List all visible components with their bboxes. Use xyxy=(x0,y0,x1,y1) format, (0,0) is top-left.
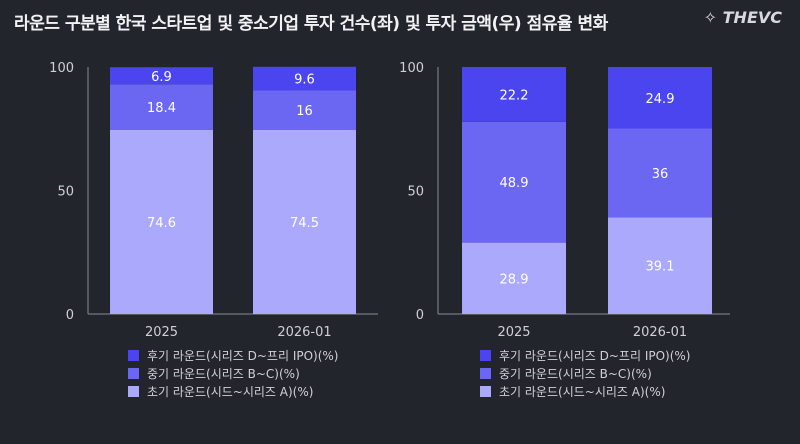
data-label: 39.1 xyxy=(646,260,675,275)
data-label: 18.4 xyxy=(147,101,176,116)
legend-swatch xyxy=(480,349,491,361)
thevc-logo: ✧ THEVC xyxy=(703,8,782,27)
legend-left: 후기 라운드(시리즈 D~프리 IPO)(%) 중기 라운드(시리즈 B~C)(%… xyxy=(128,346,339,400)
legend-swatch xyxy=(128,349,139,361)
legend-label: 초기 라운드(시드~시리즈 A)(%) xyxy=(499,384,666,399)
data-label: 24.9 xyxy=(646,92,675,107)
legend-right: 후기 라운드(시리즈 D~프리 IPO)(%) 중기 라운드(시리즈 B~C)(%… xyxy=(480,346,691,400)
bar-segment xyxy=(608,217,712,314)
chart-title: 라운드 구분별 한국 스타트업 및 중소기업 투자 건수(좌) 및 투자 금액(… xyxy=(14,14,608,34)
bar-segment xyxy=(608,67,712,129)
data-label: 74.5 xyxy=(290,216,319,231)
y-tick-label: 0 xyxy=(416,308,424,323)
legend-item[interactable]: 후기 라운드(시리즈 D~프리 IPO)(%) xyxy=(480,346,691,364)
data-label: 9.6 xyxy=(294,73,315,88)
legend-label: 중기 라운드(시리즈 B~C)(%) xyxy=(147,366,300,381)
bar-segment xyxy=(462,121,566,243)
legend-swatch xyxy=(128,367,139,379)
bar-segment xyxy=(110,129,213,314)
x-tick-label: 2026-01 xyxy=(277,325,331,340)
data-label: 74.6 xyxy=(147,216,176,231)
y-tick-label: 100 xyxy=(399,61,424,76)
y-tick-label: 50 xyxy=(57,185,74,200)
bar-segment xyxy=(253,90,356,130)
data-label: 48.9 xyxy=(500,176,529,191)
data-label: 22.2 xyxy=(500,88,529,103)
data-label: 36 xyxy=(652,167,669,182)
bar-segment xyxy=(253,129,356,314)
legend-label: 후기 라운드(시리즈 D~프리 IPO)(%) xyxy=(147,348,339,363)
bar-segment xyxy=(462,67,566,122)
legend-item[interactable]: 초기 라운드(시드~시리즈 A)(%) xyxy=(128,382,339,400)
data-label: 6.9 xyxy=(151,70,172,85)
legend-item[interactable]: 중기 라운드(시리즈 B~C)(%) xyxy=(128,364,339,382)
bar-segment xyxy=(462,242,566,314)
y-tick-label: 50 xyxy=(407,185,424,200)
legend-item[interactable]: 중기 라운드(시리즈 B~C)(%) xyxy=(480,364,691,382)
legend-swatch xyxy=(128,385,139,397)
x-tick-label: 2025 xyxy=(145,325,178,340)
legend-swatch xyxy=(480,385,491,397)
x-tick-label: 2026-01 xyxy=(633,325,687,340)
y-tick-label: 100 xyxy=(49,61,74,76)
legend-label: 초기 라운드(시드~시리즈 A)(%) xyxy=(147,384,314,399)
data-label: 16 xyxy=(296,104,313,119)
bar-segment xyxy=(608,128,712,218)
x-tick-label: 2025 xyxy=(497,325,530,340)
bar-segment xyxy=(253,66,356,91)
legend-swatch xyxy=(480,367,491,379)
legend-item[interactable]: 초기 라운드(시드~시리즈 A)(%) xyxy=(480,382,691,400)
bar-segment xyxy=(110,84,213,130)
data-label: 28.9 xyxy=(500,272,529,287)
legend-label: 후기 라운드(시리즈 D~프리 IPO)(%) xyxy=(499,348,691,363)
bar-segment xyxy=(110,67,213,85)
y-tick-label: 0 xyxy=(66,308,74,323)
legend-label: 중기 라운드(시리즈 B~C)(%) xyxy=(499,366,652,381)
legend-item[interactable]: 후기 라운드(시리즈 D~프리 IPO)(%) xyxy=(128,346,339,364)
